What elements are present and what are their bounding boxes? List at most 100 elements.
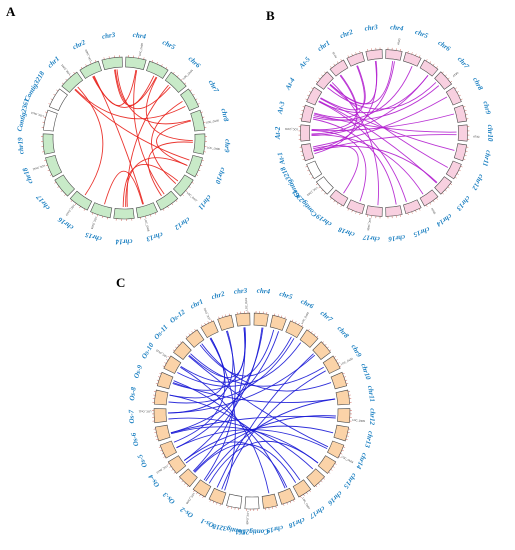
tick-mark <box>337 61 339 64</box>
synteny-link <box>74 89 190 161</box>
chromosome-label: chr6 <box>299 297 315 310</box>
gene-label: LOC_Os04 <box>182 68 194 80</box>
tick-mark <box>321 189 324 192</box>
tick-mark <box>309 91 312 93</box>
chromosome-block <box>135 202 158 219</box>
tick-mark <box>43 116 46 118</box>
chromosome-label: chr19 <box>265 524 283 535</box>
gene-labels: LOC_Os01 LOC_Os02 LOC_Os03 LOC_Os04 LOC_Os05… <box>138 297 366 525</box>
synteny-link <box>116 69 191 125</box>
tick-mark <box>318 186 321 189</box>
chromosome-block <box>155 190 179 211</box>
gene-label: AT3G <box>452 71 460 78</box>
chromosome-block <box>346 199 365 214</box>
gene-labels: AT1G AT2G AT3G AT4G AT5G LOC_Os01 LOC_Os02 LOC_… <box>284 38 479 232</box>
tick-mark <box>182 194 184 196</box>
chromosome-block <box>419 189 439 207</box>
chromosome-label: Os-9 <box>132 363 144 379</box>
tick-mark <box>295 321 297 324</box>
tick-mark <box>73 71 75 74</box>
chromosome-label: Os-2 <box>179 505 195 519</box>
chromosome-label: Os-1 <box>199 517 215 529</box>
chromosome-label: chr1 <box>316 39 331 53</box>
tick-mark <box>161 64 163 67</box>
tick-mark <box>345 379 348 381</box>
tick-mark <box>347 208 349 211</box>
chromosome-label: chr17 <box>362 233 380 243</box>
tick-mark <box>429 61 431 64</box>
tick-mark <box>302 158 305 160</box>
tick-mark <box>454 87 457 90</box>
tick-mark <box>456 173 459 175</box>
tick-mark <box>345 439 348 441</box>
tick-mark <box>186 485 189 488</box>
tick-mark <box>311 331 313 333</box>
tick-mark <box>311 87 314 90</box>
tick-mark <box>311 176 314 179</box>
tick-mark <box>196 174 199 176</box>
tick-mark <box>426 204 428 207</box>
chromosome-block <box>185 154 203 178</box>
synteny-link <box>114 69 155 106</box>
tick-mark <box>150 214 152 217</box>
tick-mark <box>330 66 332 69</box>
tick-mark <box>442 192 444 195</box>
chromosome-label: chr8 <box>219 108 230 123</box>
chromosome-block <box>277 487 296 505</box>
gene-label: LOC_Os07 <box>186 191 199 203</box>
tick-mark <box>56 89 59 92</box>
chromosome-label: chr16 <box>56 215 75 231</box>
chromosome-label: Contig2361 <box>235 527 268 535</box>
tick-mark <box>291 319 294 322</box>
synteny-link <box>313 145 438 183</box>
tick-mark <box>162 208 165 211</box>
tick-mark <box>309 490 311 493</box>
tick-mark <box>207 321 209 324</box>
chromosome-block <box>156 371 174 390</box>
tick-mark <box>407 212 409 216</box>
chromosome-label: Contig3218 <box>23 69 47 102</box>
gene-label: LOC_Os03 <box>284 127 298 132</box>
tick-mark <box>315 485 318 488</box>
tick-mark <box>302 106 305 108</box>
tick-mark <box>322 341 325 344</box>
chromosome-block <box>335 389 351 406</box>
chromosome-block <box>333 424 350 442</box>
chromosome-label: chr3 <box>101 31 116 41</box>
chromosome-label: chr12 <box>368 408 377 426</box>
chromosome-label: Contig3218 <box>212 522 247 536</box>
tick-mark <box>156 439 159 441</box>
tick-mark <box>201 160 204 162</box>
chromosome-block <box>301 104 315 123</box>
tick-mark <box>159 373 162 375</box>
tick-mark <box>181 480 184 483</box>
tick-mark <box>202 496 204 499</box>
tick-mark <box>323 477 325 480</box>
chromosome-label: chr9 <box>223 139 232 153</box>
synteny-link <box>208 440 319 484</box>
synteny-link <box>122 164 179 208</box>
chromosome-label: chr7 <box>207 79 221 95</box>
synteny-link <box>313 85 440 121</box>
chromosome-block <box>306 86 323 106</box>
chromosome-label: chr7 <box>456 55 471 71</box>
tick-mark <box>305 98 308 100</box>
chromosome-label: Os-12 <box>168 308 187 325</box>
synteny-link <box>167 330 234 414</box>
chromosome-block <box>164 71 187 93</box>
chromosome-block <box>153 389 169 406</box>
gene-label: LOC_Os02 <box>306 186 319 198</box>
tick-mark <box>60 190 63 192</box>
gene-label: LOC_Os08 <box>144 218 151 232</box>
chromosome-block <box>193 133 206 155</box>
chromosome-block <box>434 71 453 90</box>
tick-mark <box>61 82 64 85</box>
tick-mark <box>171 469 174 471</box>
synteny-link <box>199 336 292 377</box>
chromosome-label: At-4 <box>283 76 297 92</box>
chromosome-block <box>292 479 312 498</box>
tick-mark <box>306 492 308 495</box>
tick-mark <box>173 71 175 74</box>
tick-mark <box>432 200 435 203</box>
